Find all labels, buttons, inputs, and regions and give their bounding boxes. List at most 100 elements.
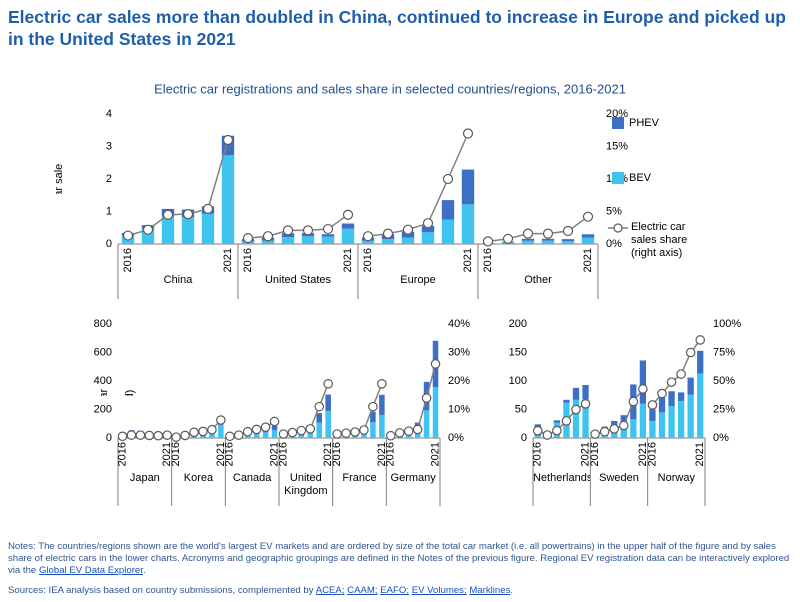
bar-bev (218, 423, 224, 438)
bar-bev (361, 240, 375, 244)
link[interactable]: EV Volumes; (411, 585, 467, 596)
bar-phev (677, 392, 685, 401)
x-tick-label: 2016 (589, 442, 601, 466)
bar-bev (601, 435, 608, 438)
share-point (638, 384, 648, 394)
share-point (122, 230, 134, 241)
group-label-box: Germany (390, 472, 436, 484)
x-tick-label: 2021 (694, 442, 706, 466)
share-point (561, 416, 572, 426)
share-point (322, 223, 334, 235)
text: Notes: The countries/regions shown are t… (8, 541, 790, 576)
y2-tick-label: 100% (713, 318, 741, 330)
bar-bev (379, 414, 385, 438)
y2-tick-label: 25% (713, 403, 735, 415)
bar-bev (421, 232, 435, 244)
share-point (162, 209, 174, 220)
share-point (202, 203, 214, 214)
x-tick-label: 2016 (224, 442, 236, 466)
share-point (359, 425, 369, 435)
bar-phev (697, 350, 704, 374)
x-tick-label: 2016 (122, 248, 134, 272)
group-label-box: Sweden (599, 472, 639, 484)
share-point (144, 430, 155, 441)
y-axis-label: Electric car sales (thousand) (98, 376, 137, 396)
share-point (657, 388, 667, 399)
share-point (430, 359, 441, 369)
share-point (368, 401, 378, 412)
group-label: Germany (390, 472, 436, 484)
bar-phev (639, 360, 647, 404)
bar-bev (262, 432, 269, 438)
group-label: United Kingdom (284, 472, 328, 497)
link[interactable]: Marklines (469, 585, 511, 596)
group-label-box: Japan (129, 472, 160, 484)
bar-phev (668, 391, 675, 407)
share-point (522, 228, 534, 239)
bar-bev (316, 422, 323, 438)
chart: Electric car registrations and sales sha… (53, 81, 741, 506)
group-label: China (163, 274, 193, 286)
x-tick-label: 2021 (161, 442, 173, 466)
x-tick-label: 2021 (462, 248, 474, 272)
bar-bev (677, 400, 685, 438)
share-point (580, 398, 591, 409)
bar-phev (370, 411, 376, 423)
group-label: France (342, 472, 377, 484)
link[interactable]: Global EV Data Explorer (38, 565, 143, 576)
share-point (695, 335, 706, 345)
bar-bev (321, 236, 335, 244)
bar-bev (658, 412, 666, 438)
bar-phev (325, 394, 331, 411)
group-label-box: United States (265, 274, 331, 286)
bar-phev (582, 384, 589, 400)
bar-phev (649, 409, 656, 421)
y2-tick-label: 15% (606, 140, 628, 152)
legend-label: Electric car sales share (right axis) (631, 221, 688, 259)
x-tick-label: 2021 (376, 442, 388, 466)
group-label: Netherlands (533, 472, 591, 484)
group-label-box: France (342, 472, 377, 484)
bar-bev (161, 216, 175, 244)
y-tick-label: 800 (94, 318, 112, 330)
share-point (242, 426, 253, 437)
y2-tick-label: 30% (448, 346, 470, 358)
x-tick-label: 2021 (582, 248, 594, 272)
share-point (422, 218, 434, 229)
bar-bev (687, 394, 694, 438)
group-label: Japan (129, 472, 160, 484)
link[interactable]: ACEA; (315, 585, 345, 596)
bar-bev (620, 429, 627, 438)
share-point (442, 173, 454, 185)
x-tick-label: 2016 (532, 442, 544, 466)
share-point (618, 420, 629, 431)
bar-bev (341, 228, 355, 244)
share-point (382, 228, 394, 239)
link[interactable]: EAFO; (380, 585, 410, 596)
share-point (242, 233, 254, 244)
bar-bev (611, 433, 618, 438)
bar-phev (687, 377, 694, 395)
text: Sources: IEA analysis based on country s… (8, 585, 316, 596)
y-tick-label: 0 (106, 432, 112, 444)
legend-label: PHEV (629, 117, 660, 129)
y2-tick-label: 50% (713, 375, 735, 387)
link[interactable]: CAAM; (347, 585, 378, 596)
x-tick-label: 2016 (362, 248, 374, 272)
x-tick-label: 2021 (215, 442, 227, 466)
share-point (421, 393, 432, 403)
share-point (198, 426, 208, 437)
bar-bev (307, 432, 314, 438)
y2-tick-label: 5% (606, 205, 622, 217)
text: . (510, 585, 514, 596)
bar-bev (401, 237, 415, 244)
bar-bev (201, 213, 215, 244)
group-label: Europe (400, 274, 436, 286)
bar-phev (321, 234, 335, 237)
share-point (302, 225, 314, 236)
group-label-box: Netherlands (533, 472, 591, 484)
bar-bev (221, 155, 235, 244)
bar-bev (534, 435, 541, 438)
bar-bev (370, 422, 376, 438)
group-label: Canada (232, 472, 272, 484)
